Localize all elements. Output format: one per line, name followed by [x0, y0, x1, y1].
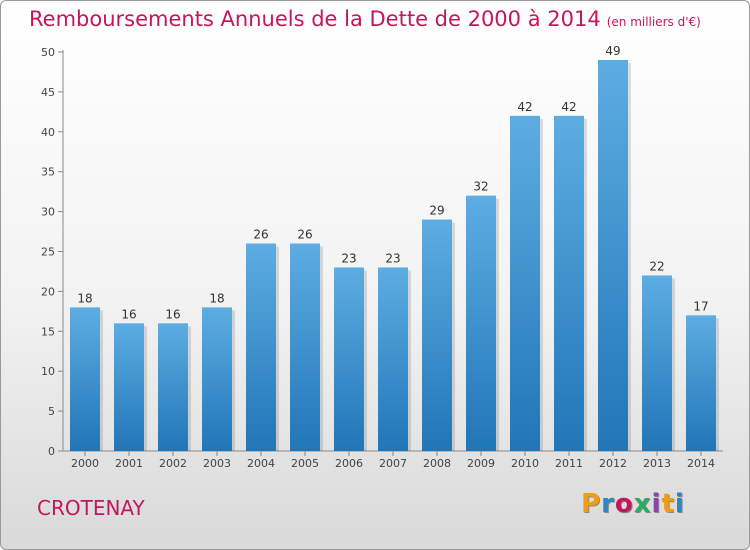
y-tick-label: 20: [41, 285, 55, 298]
bar-value-label: 16: [121, 307, 136, 321]
bar: [70, 307, 100, 451]
bar-value-label: 42: [561, 100, 576, 114]
y-tick-label: 30: [41, 206, 55, 219]
bar: [598, 59, 628, 451]
x-tick-label: 2007: [379, 457, 407, 470]
bar: [202, 307, 232, 451]
x-tick-label: 2002: [159, 457, 187, 470]
town-name: CROTENAY: [37, 496, 145, 520]
logo-letter: P: [581, 489, 602, 519]
y-tick-label: 40: [41, 126, 55, 139]
y-tick-label: 25: [41, 246, 55, 259]
bar-value-label: 32: [473, 180, 488, 194]
x-tick-label: 2006: [335, 457, 363, 470]
y-tick-label: 50: [41, 46, 55, 59]
y-tick-label: 10: [41, 365, 55, 378]
bar-value-label: 26: [297, 228, 312, 242]
bar-value-label: 18: [209, 291, 224, 305]
y-tick-label: 15: [41, 325, 55, 338]
x-tick-label: 2013: [643, 457, 671, 470]
x-tick-label: 2005: [291, 457, 319, 470]
bar-value-label: 49: [605, 44, 620, 58]
x-tick-label: 2011: [555, 457, 583, 470]
bar: [554, 115, 584, 451]
bar: [378, 267, 408, 451]
bar-value-label: 23: [341, 251, 356, 265]
bar: [642, 275, 672, 451]
chart-subtitle: (en milliers d'€): [606, 15, 701, 29]
bar: [114, 323, 144, 451]
logo-letter: x: [633, 489, 652, 519]
logo-letter: i: [651, 489, 662, 519]
bar-value-label: 17: [693, 299, 708, 313]
logo-letter: i: [674, 489, 685, 519]
x-tick-label: 2009: [467, 457, 495, 470]
bar-value-label: 29: [429, 204, 444, 218]
bar: [290, 243, 320, 451]
bar-value-label: 22: [649, 259, 664, 273]
bar: [686, 315, 716, 451]
logo-letter: r: [601, 489, 615, 519]
logo-letter: o: [614, 489, 634, 519]
bar: [422, 219, 452, 451]
bar: [158, 323, 188, 451]
bar: [510, 115, 540, 451]
x-tick-label: 2010: [511, 457, 539, 470]
bar-value-label: 42: [517, 100, 532, 114]
bar-value-label: 16: [165, 307, 180, 321]
bar: [246, 243, 276, 451]
y-tick-label: 45: [41, 86, 55, 99]
title-text: Remboursements Annuels de la Dette de 20…: [29, 7, 601, 31]
x-tick-label: 2001: [115, 457, 143, 470]
x-tick-label: 2008: [423, 457, 451, 470]
x-tick-label: 2004: [247, 457, 275, 470]
y-tick-label: 0: [48, 445, 55, 458]
chart-title: Remboursements Annuels de la Dette de 20…: [29, 7, 701, 31]
y-tick-label: 35: [41, 166, 55, 179]
bar-value-label: 23: [385, 251, 400, 265]
bar: [334, 267, 364, 451]
bar: [466, 195, 496, 451]
proxiti-logo[interactable]: Proxiti: [581, 489, 685, 519]
x-tick-label: 2000: [71, 457, 99, 470]
bar-value-label: 18: [77, 291, 92, 305]
x-tick-label: 2003: [203, 457, 231, 470]
bar-value-label: 26: [253, 228, 268, 242]
x-tick-label: 2014: [687, 457, 715, 470]
logo-letter: t: [661, 489, 675, 519]
x-tick-label: 2012: [599, 457, 627, 470]
y-tick-label: 5: [48, 405, 55, 418]
